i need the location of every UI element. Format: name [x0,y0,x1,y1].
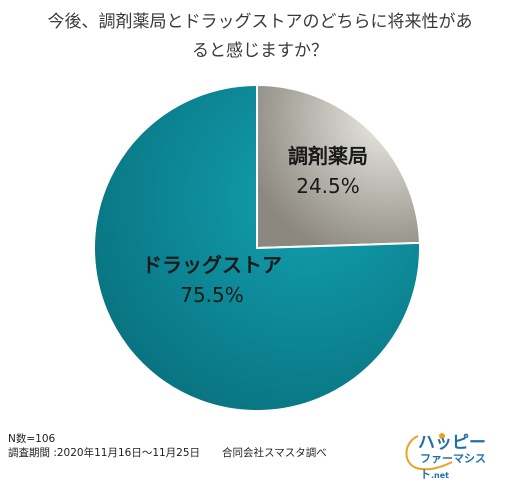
slice-label: 調剤薬局 [288,144,368,168]
pie-slice-drugstore [93,83,421,412]
pie-slice-dispensing-pharmacy [256,83,421,250]
slice-label: ドラッグストア [142,253,282,277]
logo-name: ファーマシスト [420,452,486,481]
survey-source: 合同会社スマスタ調べ [222,447,327,459]
logo-text-bottom: ファーマシスト.net [420,450,512,482]
logo-swoosh-icon [405,433,453,471]
slice-value-label: 75.5% [180,283,244,307]
logo-text-top: ハッピー [418,433,486,453]
sample-size: N数=106 [8,433,56,445]
survey-period: 調査期間 :2020年11月16日～11月25日 [8,447,201,459]
slice-value-label: 24.5% [296,174,360,198]
logo-suffix: .net [431,471,449,480]
happy-pharmacist-logo: ハッピー ファーマシスト.net [400,428,512,481]
survey-info: 調査期間 :2020年11月16日～11月25日 合同会社スマスタ調べ [8,445,327,460]
chart-title: 今後、調剤薬局とドラッグストアのどちらに将来性があ ると感じますか？ [47,12,473,61]
